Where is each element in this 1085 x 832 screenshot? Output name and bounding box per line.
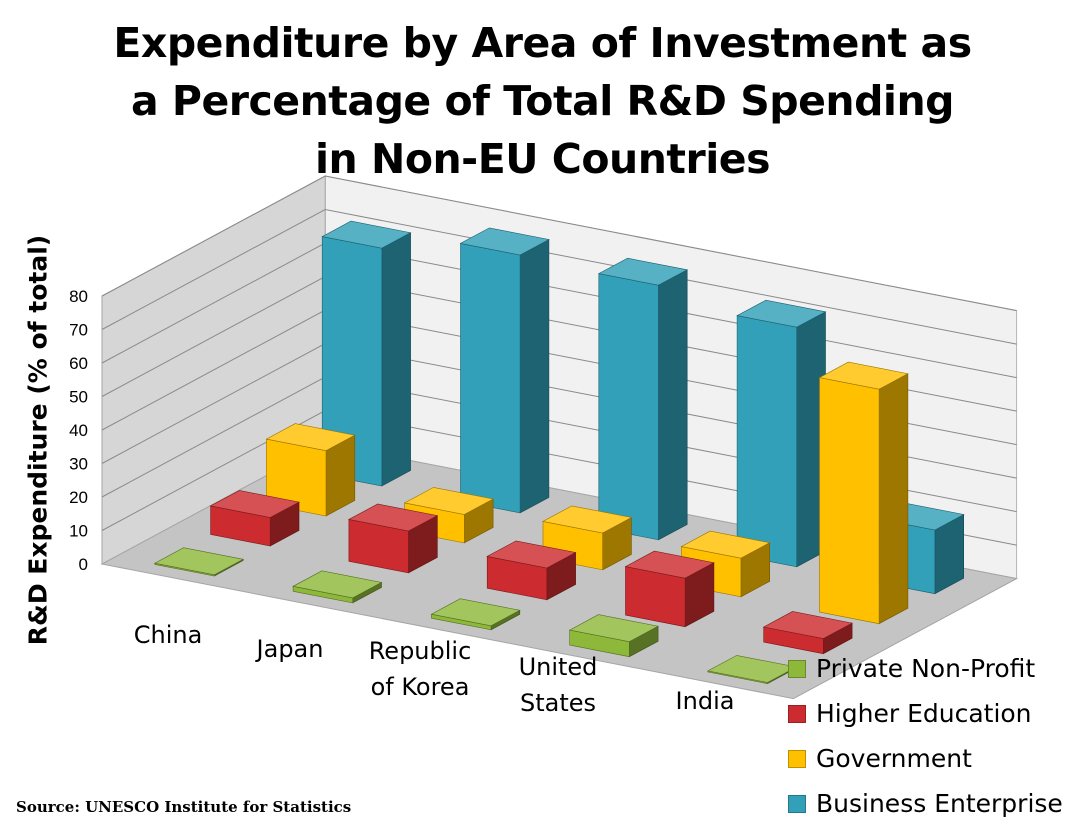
bar-front	[819, 377, 880, 625]
x-tick-label: States	[520, 689, 596, 717]
x-tick-label: United	[519, 653, 598, 681]
bar-top	[568, 614, 659, 643]
bar-top	[762, 611, 853, 639]
bar	[818, 361, 909, 625]
y-tick-label: 30	[69, 455, 88, 474]
bar	[736, 299, 827, 568]
y-tick-label: 50	[69, 388, 88, 407]
x-tick-label: of Korea	[371, 673, 470, 701]
legend-swatch	[788, 749, 806, 768]
legend-swatch	[788, 659, 806, 678]
bar	[486, 540, 577, 601]
bar	[430, 598, 521, 631]
legend-item: Business Enterprise	[788, 781, 1063, 826]
bar-top	[321, 220, 412, 249]
legend-label: Private Non-Profit	[816, 654, 1036, 683]
legend-label: Government	[816, 744, 972, 773]
bar-front	[736, 315, 798, 568]
x-tick-label: China	[134, 621, 203, 649]
legend-label: Higher Education	[816, 699, 1032, 728]
legend-swatch	[788, 704, 806, 723]
bar-top	[736, 299, 827, 328]
bar-top	[597, 257, 689, 286]
y-tick-label: 40	[69, 421, 88, 440]
bar	[568, 614, 659, 658]
bar-top	[265, 423, 356, 452]
y-tick-label: 20	[69, 488, 88, 507]
x-tick-label: India	[676, 687, 735, 715]
bar-top	[542, 505, 633, 534]
bar	[459, 227, 550, 514]
bar-top	[348, 503, 439, 532]
legend-label: Business Enterprise	[816, 789, 1063, 818]
bar-front	[598, 273, 659, 541]
bar-side	[381, 232, 411, 487]
source-note: Source: UNESCO Institute for Statistics	[16, 798, 352, 816]
gridline	[101, 175, 1017, 312]
bar-front	[460, 243, 521, 514]
bar-top	[153, 547, 245, 576]
legend-swatch	[788, 794, 806, 813]
bar	[597, 257, 689, 541]
legend-item: Government	[788, 736, 1063, 781]
bar-top	[486, 540, 577, 569]
legend: Private Non-Profit Higher Education Gove…	[788, 646, 1063, 826]
bar-top	[818, 361, 909, 390]
bar-side	[658, 269, 688, 541]
bar-top	[209, 490, 300, 518]
bar	[209, 490, 300, 547]
legend-item: Higher Education	[788, 691, 1063, 736]
y-tick-label: 10	[69, 522, 88, 541]
bar-top	[624, 550, 715, 579]
x-tick-label: Japan	[255, 635, 324, 663]
bar-top	[430, 598, 521, 627]
bar	[321, 220, 412, 487]
y-tick-label: 60	[69, 354, 88, 373]
bar-top	[292, 570, 383, 599]
x-tick-label: Republic	[369, 637, 472, 665]
chart-title-line-1: Expenditure by Area of Investment as	[113, 19, 972, 67]
legend-item: Private Non-Profit	[788, 646, 1063, 691]
chart-title: Expenditure by Area of Investment as a P…	[0, 14, 1085, 188]
bar	[348, 503, 439, 574]
y-tick-label: 70	[69, 321, 88, 340]
bar	[624, 550, 715, 628]
chart-title-line-2: a Percentage of Total R&D Spending	[130, 77, 955, 125]
chart-title-line-3: in Non-EU Countries	[315, 135, 771, 183]
bar-side	[519, 238, 550, 514]
y-tick-label: 0	[79, 555, 88, 574]
y-tick-label: 80	[69, 287, 88, 306]
bar	[762, 611, 853, 655]
bar-top	[459, 227, 550, 256]
gridline	[101, 208, 1017, 345]
bar-side	[878, 373, 909, 625]
bar	[292, 570, 383, 604]
bar-top	[680, 530, 771, 559]
bar-top	[403, 487, 494, 515]
bar	[153, 547, 245, 577]
bar	[265, 423, 356, 517]
